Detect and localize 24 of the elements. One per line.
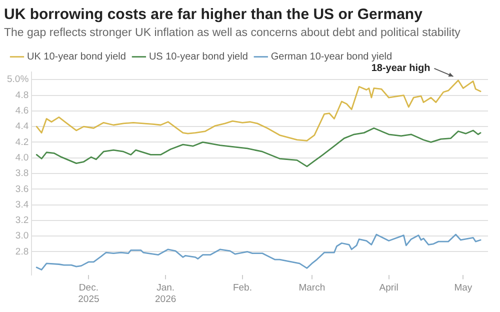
- x-tick-label: May: [454, 282, 472, 294]
- y-tick-label: 3.6: [15, 184, 29, 195]
- annotation: 18-year high: [371, 63, 430, 74]
- y-tick-label: 4.8: [15, 90, 29, 101]
- y-tick-label: 2.8: [15, 246, 29, 258]
- legend-label: UK 10-year bond yield: [27, 52, 126, 63]
- legend-label: German 10-year bond yield: [270, 52, 392, 63]
- y-tick-label: 4.4: [15, 121, 29, 132]
- y-tick-label: 4.0: [15, 152, 29, 164]
- x-tick-label: Feb.: [232, 282, 252, 294]
- x-tick-label: March: [298, 282, 326, 294]
- x-tick-label: Jan. 2026: [155, 282, 176, 305]
- y-tick-label: 5.0%: [6, 74, 30, 86]
- chart-subtitle: The gap reflects stronger UK inflation as well as concerns about debt and political stability: [4, 27, 461, 40]
- x-tick-label: April: [379, 282, 398, 294]
- x-tick-label: Dec. 2025: [78, 282, 100, 305]
- y-tick-label: 3.8: [15, 168, 29, 180]
- y-tick-label: 3.0: [15, 230, 29, 242]
- chart-title: UK borrowing costs are far higher than the US or Germany: [4, 6, 424, 24]
- y-tick-label: 4.6: [15, 106, 29, 117]
- legend-label: US 10-year bond yield: [148, 52, 248, 63]
- y-tick-label: 3.2: [15, 215, 29, 226]
- y-tick-label: 3.4: [15, 199, 29, 210]
- y-tick-label: 4.2: [15, 136, 29, 148]
